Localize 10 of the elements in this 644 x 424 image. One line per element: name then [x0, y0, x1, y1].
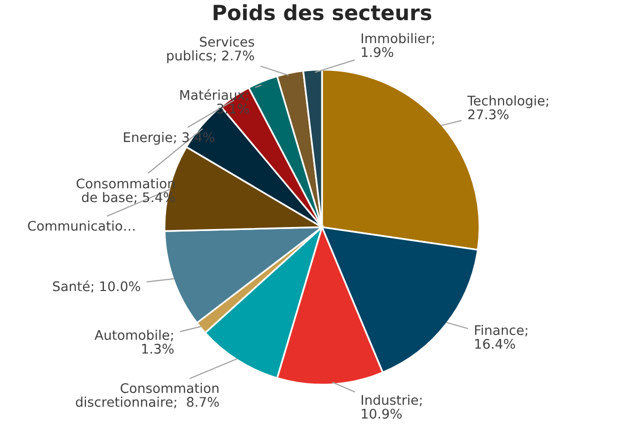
chart-title: Poids des secteurs — [214, 4, 432, 20]
slice-label: Finance; 16.4% — [475, 324, 528, 349]
slice-label: Automobile; 1.3% — [94, 330, 174, 354]
slice-label: Technologie; 27.3% — [467, 95, 548, 120]
slice-label: Industrie; 10.9% — [362, 394, 422, 419]
slice-label: Communicatio… — [28, 220, 135, 231]
slice-label: Services publics; 2.7% — [167, 36, 254, 64]
slice-label: Santé; 10.0% — [53, 280, 140, 293]
slice-label: Consommation discretionnaire; 8.7% — [76, 382, 219, 408]
slice-label: Immobilier; 1.9% — [362, 33, 434, 58]
